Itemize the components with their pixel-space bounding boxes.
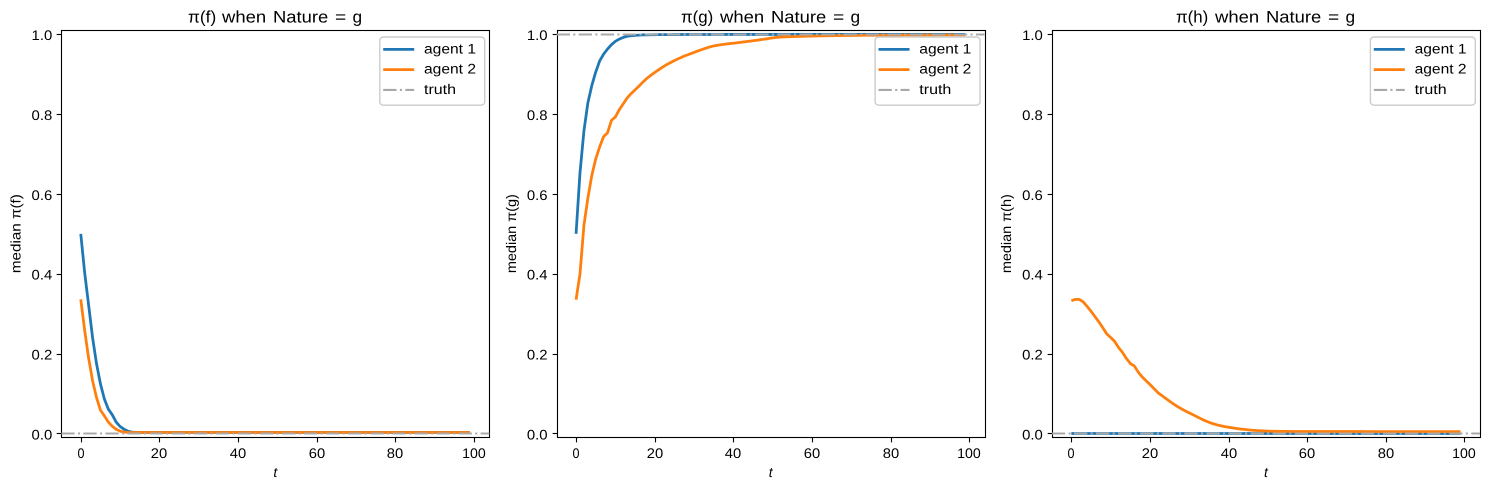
svg-text:when: when xyxy=(1214,8,1259,27)
svg-text:0.0: 0.0 xyxy=(32,426,53,442)
svg-text:40: 40 xyxy=(725,445,742,461)
svg-text:π(g): π(g) xyxy=(681,8,713,27)
svg-text:=: = xyxy=(833,8,844,27)
svg-text:truth: truth xyxy=(919,81,951,97)
svg-text:π(h): π(h) xyxy=(1176,8,1208,27)
svg-text:t: t xyxy=(273,464,278,480)
svg-text:median π(g): median π(g) xyxy=(503,194,519,273)
svg-text:agent 2: agent 2 xyxy=(424,61,476,77)
svg-text:Nature: Nature xyxy=(273,8,328,27)
svg-text:t: t xyxy=(769,464,774,480)
svg-text:0.8: 0.8 xyxy=(32,107,53,123)
svg-text:0: 0 xyxy=(573,445,580,461)
svg-text:agent 1: agent 1 xyxy=(919,40,971,56)
svg-text:100: 100 xyxy=(957,445,981,461)
svg-text:40: 40 xyxy=(230,445,247,461)
svg-text:0.0: 0.0 xyxy=(527,426,548,442)
svg-text:0.4: 0.4 xyxy=(1022,267,1043,283)
svg-text:80: 80 xyxy=(883,445,900,461)
svg-text:agent 2: agent 2 xyxy=(919,61,971,77)
svg-text:truth: truth xyxy=(424,81,456,97)
svg-text:0.4: 0.4 xyxy=(32,267,53,283)
svg-text:0.2: 0.2 xyxy=(527,346,548,362)
svg-text:g: g xyxy=(353,8,363,27)
svg-text:π(f): π(f) xyxy=(188,8,216,27)
svg-text:median π(h): median π(h) xyxy=(998,194,1014,273)
svg-text:100: 100 xyxy=(462,445,486,461)
svg-text:0: 0 xyxy=(1068,445,1075,461)
svg-text:0.6: 0.6 xyxy=(527,187,548,203)
svg-text:0: 0 xyxy=(78,445,85,461)
svg-text:=: = xyxy=(1328,8,1339,27)
svg-text:median π(f): median π(f) xyxy=(8,194,24,273)
svg-text:0.6: 0.6 xyxy=(1022,187,1043,203)
svg-text:80: 80 xyxy=(387,445,404,461)
svg-text:0.8: 0.8 xyxy=(527,107,548,123)
svg-text:100: 100 xyxy=(1452,445,1476,461)
svg-text:60: 60 xyxy=(309,445,326,461)
svg-text:g: g xyxy=(1346,8,1356,27)
svg-text:20: 20 xyxy=(151,445,168,461)
svg-text:1.0: 1.0 xyxy=(1022,27,1043,43)
svg-text:0.4: 0.4 xyxy=(527,267,548,283)
svg-text:g: g xyxy=(851,8,861,27)
svg-text:0.0: 0.0 xyxy=(1022,426,1043,442)
svg-text:agent 1: agent 1 xyxy=(1415,40,1467,56)
svg-text:0.6: 0.6 xyxy=(32,187,53,203)
svg-text:truth: truth xyxy=(1415,81,1447,97)
svg-text:20: 20 xyxy=(1142,445,1159,461)
svg-text:when: when xyxy=(719,8,764,27)
svg-text:=: = xyxy=(335,8,346,27)
svg-text:0.2: 0.2 xyxy=(1022,346,1043,362)
svg-text:Nature: Nature xyxy=(771,8,826,27)
svg-text:60: 60 xyxy=(804,445,821,461)
svg-text:agent 2: agent 2 xyxy=(1415,61,1467,77)
svg-text:40: 40 xyxy=(1221,445,1238,461)
svg-text:20: 20 xyxy=(647,445,664,461)
svg-text:0.2: 0.2 xyxy=(32,346,53,362)
svg-text:1.0: 1.0 xyxy=(527,27,548,43)
svg-text:agent 1: agent 1 xyxy=(424,40,476,56)
svg-text:60: 60 xyxy=(1299,445,1316,461)
svg-text:Nature: Nature xyxy=(1266,8,1321,27)
svg-text:1.0: 1.0 xyxy=(32,27,53,43)
svg-text:0.8: 0.8 xyxy=(1022,107,1043,123)
svg-text:t: t xyxy=(1264,464,1269,480)
svg-text:80: 80 xyxy=(1378,445,1395,461)
svg-text:when: when xyxy=(221,8,266,27)
